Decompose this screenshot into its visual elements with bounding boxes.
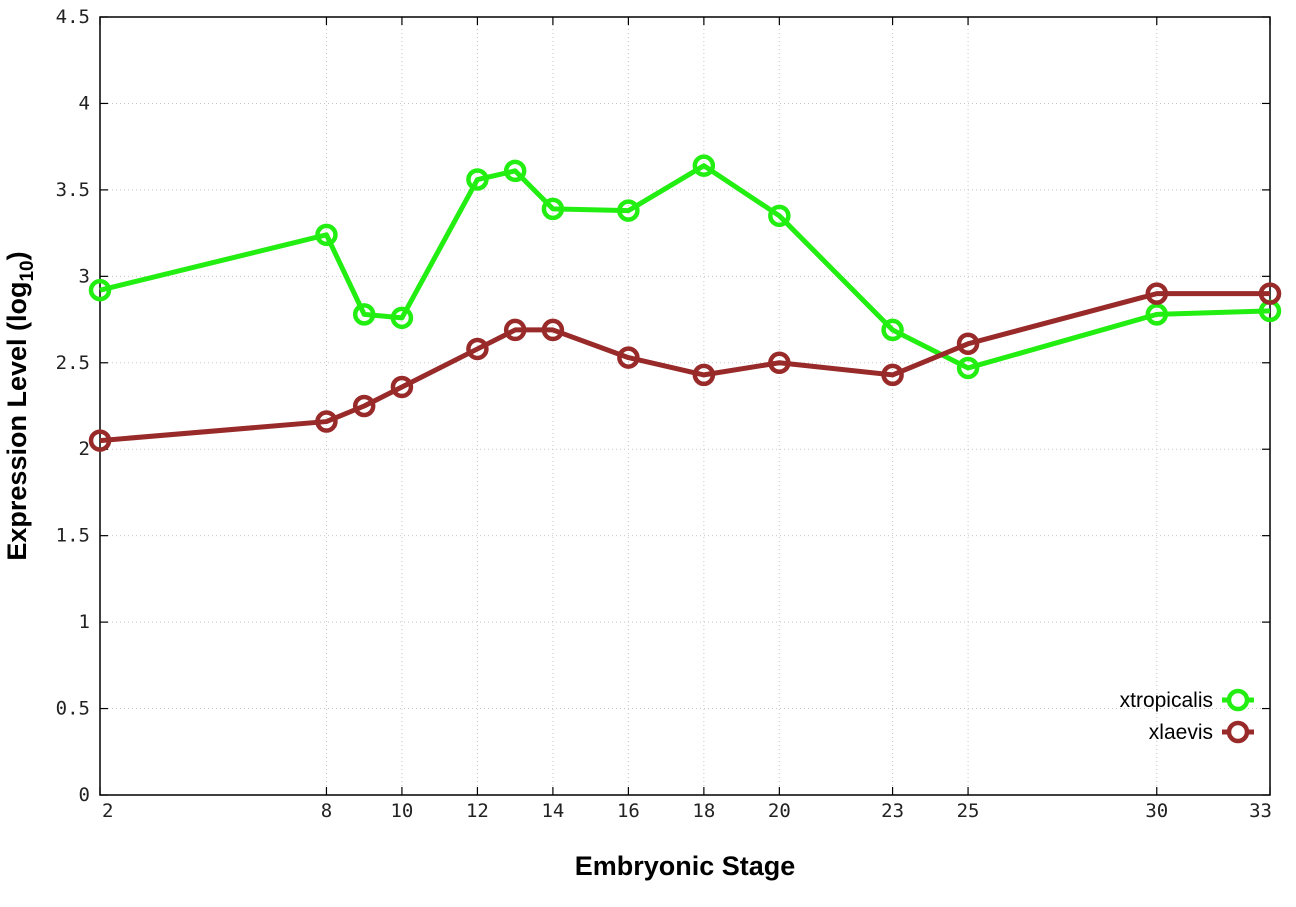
y-axis-title-main: Expression Level (log (2, 282, 32, 561)
y-tick-label: 0 (79, 784, 90, 806)
y-tick-label: 3 (79, 265, 90, 287)
legend: xtropicalis xlaevis (1120, 688, 1254, 744)
x-tick-label: 10 (390, 800, 413, 822)
data-point-xtropicalis (617, 199, 640, 222)
data-point-xlaevis (881, 363, 904, 387)
y-tick-label: 2 (79, 438, 90, 460)
x-tick-label: 12 (466, 800, 489, 822)
x-tick-label: 18 (692, 800, 715, 822)
x-tick-label: 23 (881, 800, 904, 822)
data-point-xtropicalis (956, 356, 980, 380)
y-axis-title-close: ) (2, 251, 32, 260)
x-tick-label: 8 (321, 800, 332, 822)
y-tick-label: 3.5 (56, 179, 90, 201)
data-point-xlaevis (1258, 282, 1282, 305)
data-point-xlaevis (956, 332, 980, 356)
y-tick-label: 4.5 (56, 6, 90, 28)
data-point-xtropicalis (768, 204, 791, 228)
data-point-xlaevis (503, 318, 527, 342)
series-xlaevis (88, 282, 1282, 452)
data-point-xlaevis (88, 429, 112, 452)
y-tick-label: 1 (79, 611, 90, 633)
plot-frame (99, 16, 1271, 796)
data-point-xtropicalis (466, 168, 489, 191)
data-point-xtropicalis (692, 154, 716, 177)
x-tick-label: 30 (1145, 800, 1168, 822)
data-point-xlaevis (692, 363, 716, 387)
x-tick-label: 2 (102, 800, 113, 822)
legend-swatch-marker (1226, 688, 1250, 712)
x-axis-title: Embryonic Stage (575, 851, 796, 881)
data-point-xtropicalis (541, 197, 565, 221)
x-tick-label: 16 (617, 800, 640, 822)
x-tick-label: 33 (1249, 800, 1272, 822)
data-point-xlaevis (541, 318, 565, 342)
legend-label-xtropicalis: xtropicalis (1120, 689, 1213, 712)
series-line-xtropicalis (99, 163, 1271, 371)
data-point-xtropicalis (88, 278, 112, 302)
data-point-xlaevis (315, 410, 338, 433)
x-tick-label: 14 (541, 800, 564, 822)
grid (100, 17, 1270, 795)
y-tick-label: 4 (79, 92, 90, 114)
data-point-xtropicalis (390, 306, 414, 330)
data-point-xlaevis (768, 351, 791, 375)
data-point-xlaevis (617, 346, 640, 369)
data-point-xlaevis (352, 394, 376, 418)
legend-label-xlaevis: xlaevis (1149, 721, 1213, 744)
y-axis-title-subscript: 10 (17, 260, 38, 281)
data-point-xlaevis (1145, 282, 1169, 305)
data-point-xtropicalis (881, 318, 904, 342)
data-point-xtropicalis (503, 159, 527, 183)
y-tick-label: 2.5 (56, 352, 90, 374)
data-point-xtropicalis (352, 303, 376, 326)
x-tick-label: 25 (957, 800, 980, 822)
series-line-xlaevis (99, 291, 1270, 444)
data-point-xtropicalis (1145, 303, 1169, 326)
axis-ticks: 0 0.5 1 1.5 2 2.5 3 3.5 4 4.5 2 8 10 12 14 16 18 20 23 25 30… (56, 6, 1272, 822)
y-tick-label: 1.5 (56, 525, 90, 547)
data-point-xtropicalis (315, 223, 338, 247)
data-point-xlaevis (390, 375, 414, 399)
x-tick-label: 20 (768, 800, 791, 822)
data-series (88, 154, 1282, 452)
y-axis-title: Expression Level (log10) (2, 251, 38, 560)
legend-swatch-marker (1226, 720, 1250, 744)
data-point-xlaevis (466, 337, 489, 361)
y-tick-label: 0.5 (56, 698, 90, 720)
